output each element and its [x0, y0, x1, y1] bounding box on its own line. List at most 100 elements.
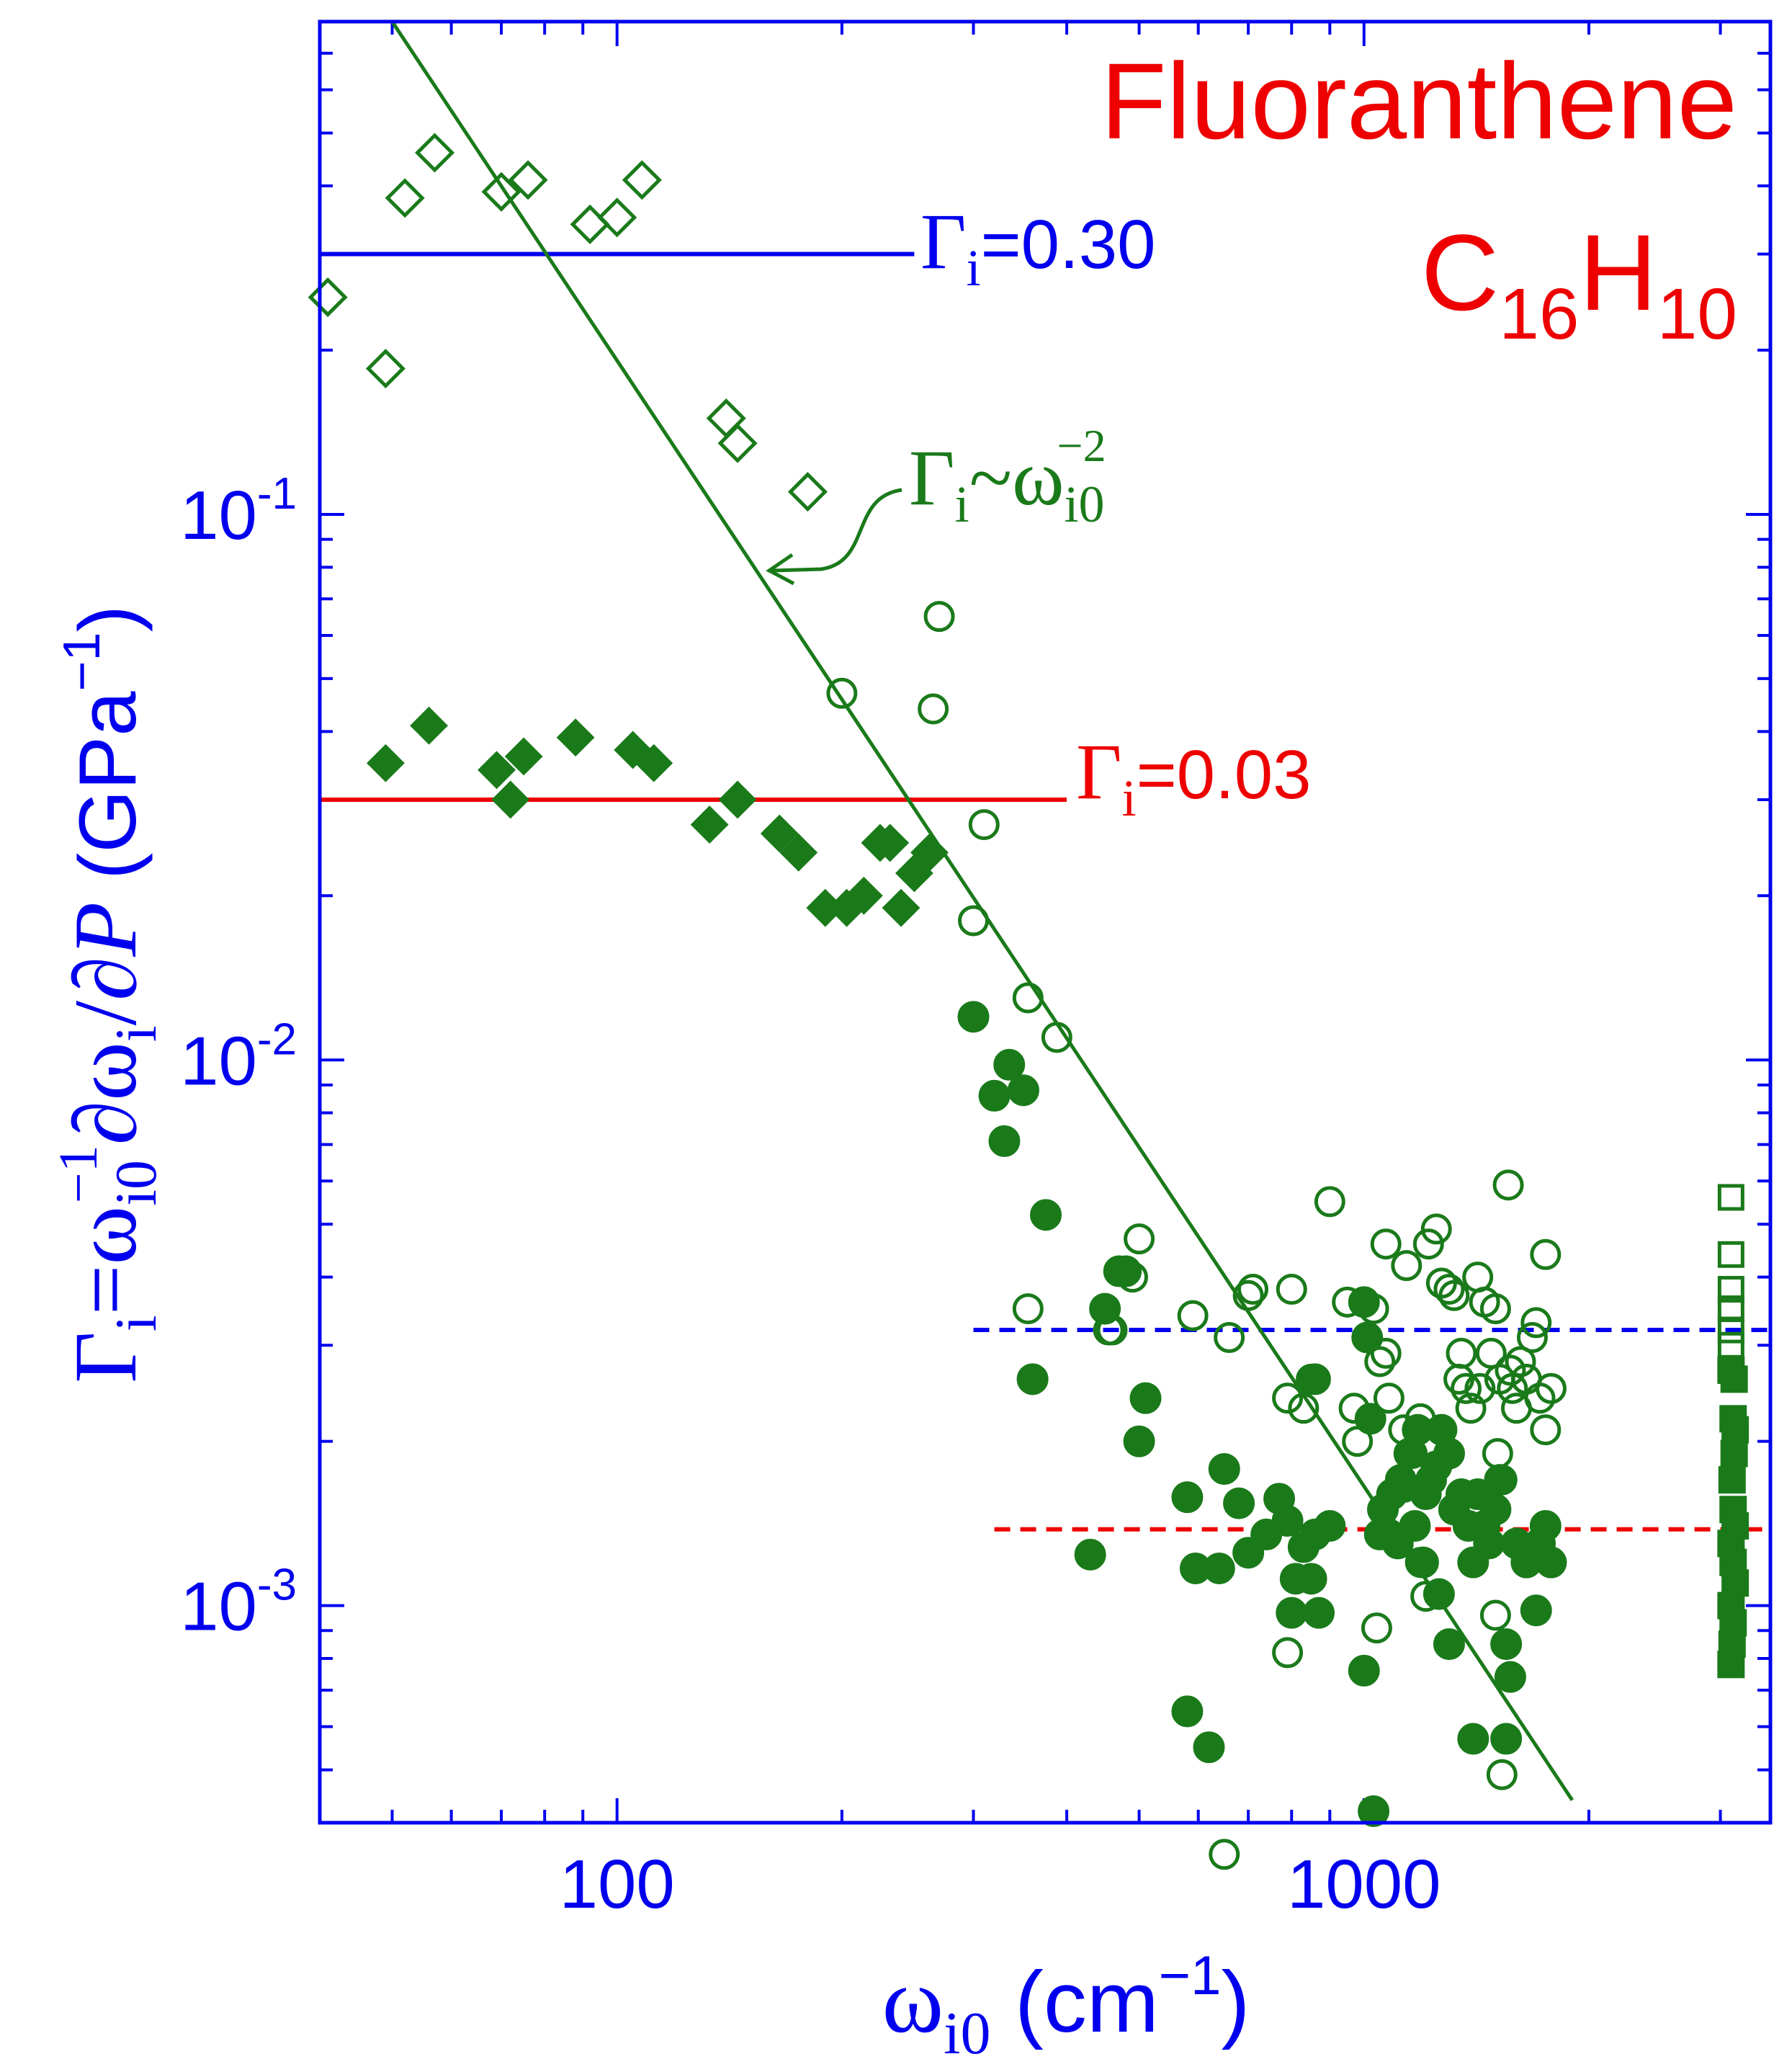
filled-diamond-point — [366, 743, 405, 782]
filled-circle-point — [957, 1001, 990, 1033]
filled-circle-point — [1089, 1292, 1121, 1325]
open-circle-point — [1272, 1637, 1304, 1669]
plot-frame — [318, 19, 1773, 1825]
open-circle-point — [923, 601, 955, 633]
open-circle-point — [1535, 1372, 1567, 1404]
open-square-point — [1717, 1331, 1744, 1359]
filled-diamond-point — [760, 814, 799, 853]
filled-circle-point — [1074, 1538, 1106, 1571]
fit-label-arrow — [771, 488, 902, 573]
filled-circle-point — [1520, 1594, 1552, 1627]
filled-diamond-point — [478, 751, 516, 790]
filled-square-point — [1718, 1466, 1746, 1494]
filled-circle-point — [1348, 1286, 1380, 1318]
open-circle-point — [1314, 1186, 1345, 1218]
chart-title: Fluoranthene — [1101, 40, 1737, 161]
filled-circle-point — [1314, 1509, 1346, 1542]
open-circle-point — [1232, 1280, 1264, 1311]
filled-circle-point — [1193, 1731, 1225, 1764]
x-tick-label: 1000 — [1287, 1846, 1441, 1923]
open-circle-point — [1276, 1274, 1307, 1305]
open-circle-point — [1433, 1274, 1465, 1305]
filled-diamond-point — [635, 743, 673, 782]
open-circle-point — [1486, 1759, 1518, 1790]
data-points — [308, 133, 1750, 1870]
filled-circle-point — [1490, 1723, 1523, 1755]
open-diamond-point — [308, 277, 348, 318]
open-circle-point — [1455, 1393, 1487, 1424]
open-circle-point — [1524, 1383, 1556, 1414]
open-square-point — [1717, 1276, 1744, 1303]
open-circle-point — [1495, 1354, 1526, 1386]
filled-circle-point — [1529, 1509, 1562, 1542]
y-tick-label: 10-1 — [180, 469, 297, 554]
fit-label-arrowhead — [766, 553, 795, 586]
open-circle-point — [1214, 1321, 1245, 1353]
filled-circle-point — [1016, 1363, 1049, 1396]
filled-circle-point — [1433, 1437, 1465, 1470]
y-tick-label: 10-2 — [180, 1014, 297, 1099]
filled-diamond-point — [882, 888, 920, 927]
open-circle-point — [1209, 1839, 1240, 1870]
filled-diamond-point — [779, 833, 818, 872]
filled-circle-point — [1479, 1493, 1512, 1526]
open-diamond-point — [481, 171, 521, 212]
filled-circle-point — [1123, 1425, 1155, 1457]
open-circle-point — [1124, 1223, 1155, 1255]
open-circle-point — [1361, 1612, 1392, 1644]
filled-circle-point — [1223, 1487, 1255, 1519]
open-circle-point — [1520, 1307, 1552, 1339]
filled-circle-point — [1299, 1363, 1331, 1396]
filled-circle-point — [1295, 1563, 1327, 1595]
open-square-point — [1717, 1184, 1744, 1211]
y-tick-label: 10-3 — [180, 1560, 297, 1645]
tick-labels: 100 1000 10-1 10-2 10-3 — [180, 469, 1441, 1923]
open-circle-point — [1373, 1383, 1405, 1414]
open-circle-point — [1177, 1300, 1209, 1331]
open-square-point — [1717, 1316, 1744, 1344]
filled-circle-point — [1171, 1695, 1204, 1728]
open-circle-point — [1482, 1438, 1513, 1470]
filled-diamond-point — [556, 718, 595, 757]
filled-circle-point — [988, 1125, 1021, 1157]
filled-square-point — [1717, 1651, 1745, 1679]
open-circle-point — [1391, 1250, 1423, 1282]
filled-diamond-point — [491, 780, 530, 819]
open-diamond-point — [385, 178, 425, 218]
open-diamond-point — [414, 133, 455, 173]
filled-circle-point — [1494, 1661, 1526, 1693]
open-circle-point — [1272, 1383, 1304, 1414]
filled-circle-point — [1171, 1481, 1204, 1514]
open-circle-point — [1041, 1022, 1072, 1053]
open-circle-point — [1530, 1414, 1562, 1446]
filled-square-point — [1720, 1365, 1748, 1393]
filled-circle-point — [993, 1048, 1026, 1081]
filled-circle-point — [1208, 1452, 1240, 1485]
open-circle-point — [1438, 1280, 1470, 1311]
open-diamond-point — [622, 160, 662, 200]
open-circle-point — [1370, 1228, 1402, 1260]
open-circle-point — [1370, 1337, 1402, 1369]
open-square-point — [1717, 1295, 1744, 1323]
filled-circle-point — [1433, 1628, 1465, 1661]
filled-diamond-point — [871, 823, 910, 862]
open-circle-point — [826, 677, 858, 709]
filled-circle-point — [1110, 1255, 1142, 1287]
open-diamond-point — [706, 398, 746, 439]
filled-diamond-point — [718, 780, 757, 819]
fit-label: Γi~ωi0−2 — [909, 420, 1106, 533]
filled-circle-point — [1351, 1321, 1384, 1354]
filled-circle-point — [1358, 1795, 1390, 1827]
filled-diamond-point — [690, 805, 729, 844]
filled-circle-point — [1007, 1074, 1039, 1107]
filled-circle-point — [1407, 1546, 1439, 1578]
open-diamond-point — [365, 349, 406, 389]
open-circle-point — [918, 693, 949, 725]
filled-circle-point — [1276, 1597, 1308, 1629]
filled-square-point — [1720, 1439, 1748, 1468]
filled-diamond-point — [844, 876, 883, 915]
filled-square-point — [1721, 1416, 1750, 1444]
open-circle-point — [1505, 1346, 1536, 1377]
filled-circle-point — [1490, 1628, 1523, 1661]
